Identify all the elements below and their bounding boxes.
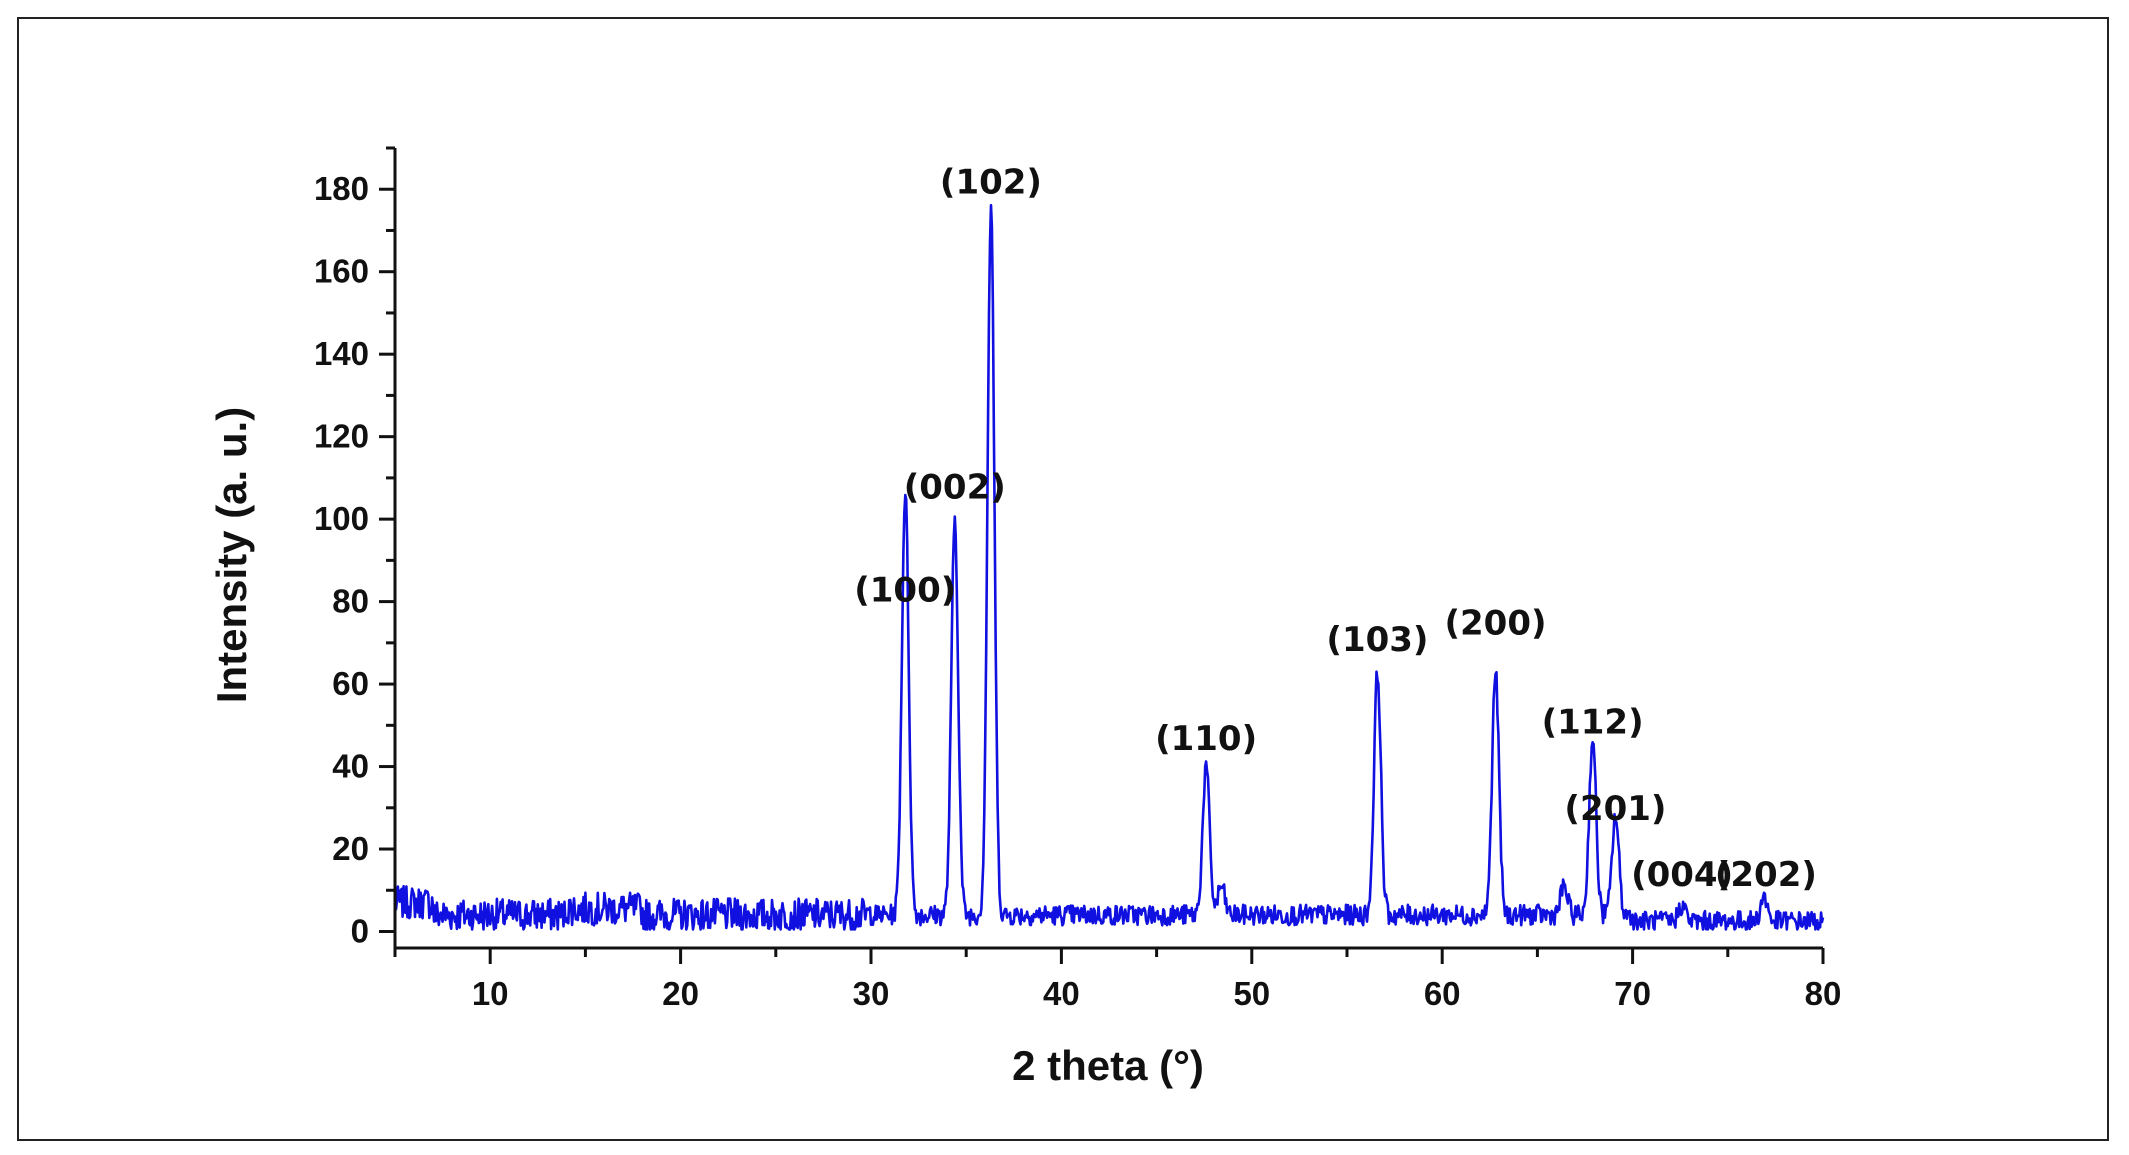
y-tick-label: 120 [314, 418, 369, 455]
y-tick-label: 180 [314, 170, 369, 207]
x-tick-label: 50 [1233, 975, 1270, 1012]
peak-label: (102) [940, 162, 1042, 202]
peak-label: (110) [1155, 719, 1257, 759]
y-tick-label: 0 [351, 913, 369, 950]
x-tick-label: 10 [472, 975, 509, 1012]
y-tick-label: 60 [332, 665, 369, 702]
x-tick-label: 70 [1614, 975, 1651, 1012]
x-axis-title: 2 theta (°) [1012, 1042, 1204, 1089]
diffraction-series-line [393, 203, 1825, 931]
y-tick-label: 160 [314, 253, 369, 290]
peak-label: (002) [904, 468, 1006, 508]
peak-label: (200) [1444, 604, 1546, 644]
chart-frame [17, 17, 2109, 1141]
y-tick-label: 40 [332, 748, 369, 785]
x-tick-label: 20 [662, 975, 699, 1012]
x-tick-label: 60 [1424, 975, 1461, 1012]
x-tick-label: 80 [1805, 975, 1842, 1012]
x-tick-label: 40 [1043, 975, 1080, 1012]
x-tick-label: 30 [853, 975, 890, 1012]
y-tick-label: 100 [314, 500, 369, 537]
plot-area [393, 203, 1825, 931]
axes: 10 20 30 40 50 60 70 80 0 20 40 60 80 100 120 140 160 180 [314, 146, 1842, 1012]
peak-label: (112) [1542, 703, 1644, 743]
y-tick-label: 140 [314, 335, 369, 372]
peak-label: (004) [1631, 855, 1733, 895]
y-axis-title: Intensity (a. u.) [208, 407, 255, 703]
peak-label: (100) [854, 571, 956, 611]
peak-label: (103) [1326, 620, 1428, 660]
y-tick-label: 80 [332, 583, 369, 620]
peak-label: (201) [1564, 789, 1666, 829]
peak-label: (202) [1715, 855, 1817, 895]
peak-labels: (100) (002) (102) (110) (103) (200) (112) (201)… [854, 162, 1817, 895]
y-tick-label: 20 [332, 830, 369, 867]
